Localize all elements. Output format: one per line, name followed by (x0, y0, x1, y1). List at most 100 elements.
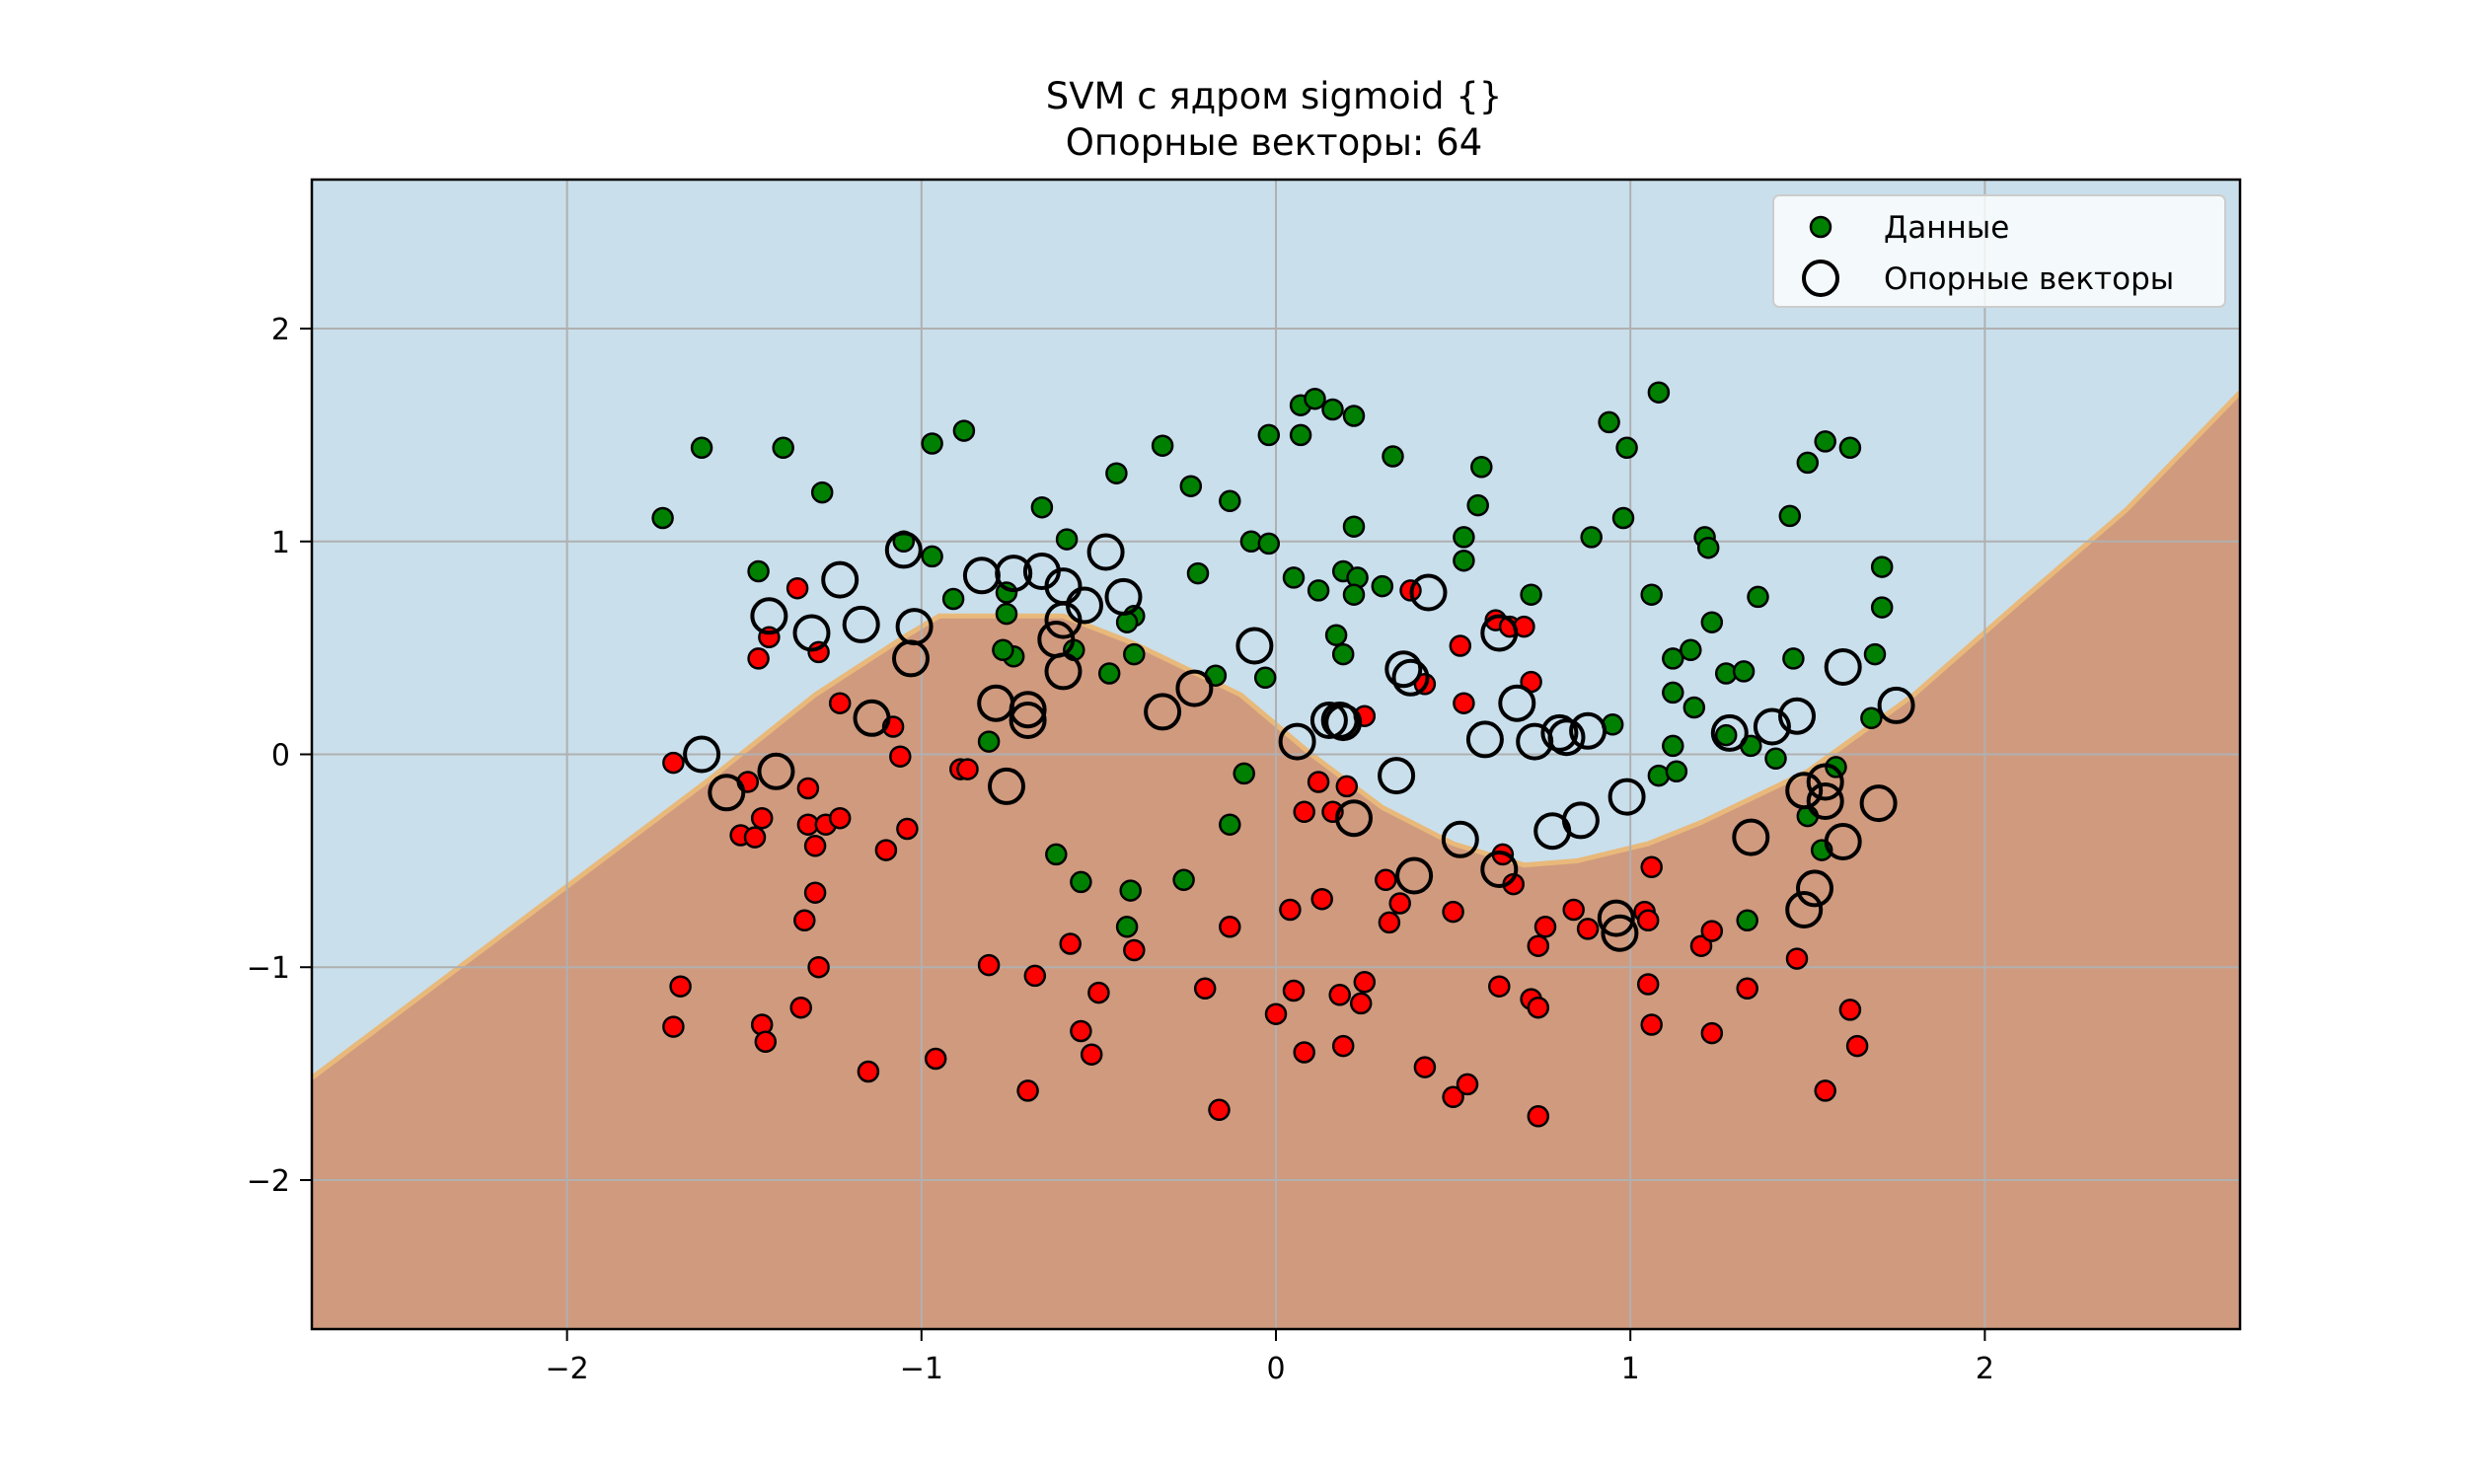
support-vector-marker (1335, 799, 1373, 838)
data-point-class-1 (1070, 870, 1092, 894)
data-point-class-neg1 (1689, 934, 1713, 957)
data-point-class-neg1 (789, 996, 812, 1019)
data-point-class-neg1 (1388, 892, 1411, 915)
x-tick-label: −1 (900, 1352, 943, 1386)
data-point-class-1 (1736, 909, 1758, 932)
support-vector-marker (1785, 891, 1824, 928)
data-point-class-1 (1371, 574, 1394, 598)
data-point-class-neg1 (1413, 1056, 1437, 1078)
support-vector-marker (995, 555, 1033, 593)
data-point-class-neg1 (1562, 898, 1585, 922)
support-vector-marker (1732, 818, 1770, 856)
data-point-class-1 (1814, 430, 1836, 453)
data-point-class-neg1 (828, 806, 852, 830)
data-point-class-1 (1055, 528, 1079, 551)
data-point-class-neg1 (1349, 992, 1373, 1015)
data-point-class-1 (1219, 813, 1241, 836)
support-vector-marker (1175, 669, 1214, 707)
data-point-class-1 (1342, 515, 1366, 538)
data-point-class-neg1 (1193, 977, 1217, 1001)
data-point-class-1 (1611, 506, 1635, 530)
chart-title: SVM с ядром sigmoid {} (1046, 75, 1503, 117)
data-point-class-1 (952, 419, 976, 442)
data-point-class-1 (810, 481, 834, 504)
support-vector-marker (1144, 693, 1182, 731)
support-vector-marker (1465, 720, 1504, 759)
support-vector-marker (1607, 778, 1646, 816)
data-point-class-1 (1732, 660, 1756, 683)
legend-marker-data (1809, 215, 1832, 239)
data-point-class-1 (921, 432, 943, 455)
data-point-class-1 (1282, 566, 1306, 589)
data-point-class-neg1 (1700, 920, 1724, 942)
support-vector-marker (1480, 614, 1519, 652)
data-point-class-neg1 (743, 826, 767, 849)
data-point-class-1 (1045, 843, 1068, 866)
support-vector-marker (1044, 652, 1083, 691)
data-point-class-1 (1665, 760, 1688, 783)
support-vector-marker (1441, 820, 1479, 858)
support-vector-marker (1066, 586, 1103, 625)
support-vector-marker (757, 752, 795, 790)
data-point-class-1 (1105, 462, 1128, 484)
data-point-class-neg1 (924, 1047, 947, 1071)
x-tick-label: −2 (546, 1352, 589, 1386)
support-vector-marker (1391, 658, 1430, 697)
data-point-class-neg1 (803, 881, 827, 904)
x-tick-label: 1 (1621, 1352, 1640, 1386)
data-point-class-1 (1030, 495, 1054, 519)
data-point-class-1 (1289, 423, 1312, 447)
data-point-class-1 (1257, 532, 1281, 556)
data-point-class-1 (1615, 436, 1638, 460)
data-point-class-1 (1453, 549, 1475, 572)
data-point-class-neg1 (1700, 1021, 1724, 1045)
support-vector-marker (884, 531, 923, 569)
data-point-class-1 (977, 730, 1001, 753)
data-point-class-1 (1307, 579, 1330, 602)
data-point-class-1 (1680, 638, 1702, 662)
support-vector-marker (1409, 573, 1448, 612)
data-point-class-neg1 (1264, 1002, 1288, 1025)
y-tick-label: −2 (247, 1164, 290, 1199)
y-tick-label: −1 (247, 951, 290, 986)
data-point-class-1 (1647, 764, 1671, 787)
support-vector-marker (1785, 772, 1824, 810)
support-vector-marker (1824, 823, 1862, 860)
data-point-class-1 (1580, 526, 1603, 549)
y-tick-label: 0 (271, 739, 290, 774)
y-tick-label: 1 (271, 526, 290, 560)
data-point-class-1 (1778, 504, 1802, 528)
support-vector-marker (1480, 851, 1519, 888)
support-vector-marker (1009, 691, 1047, 729)
data-point-class-1 (772, 436, 794, 460)
support-vector-marker (1796, 869, 1833, 908)
data-point-class-1 (1860, 706, 1883, 730)
data-point-class-neg1 (747, 647, 770, 670)
data-point-class-neg1 (1456, 1073, 1479, 1096)
support-vector-marker (842, 605, 880, 643)
support-vector-marker (1384, 650, 1423, 689)
support-vector-marker (821, 560, 860, 599)
data-point-class-neg1 (1307, 771, 1330, 793)
data-point-class-neg1 (896, 817, 919, 841)
support-vector-marker (1877, 686, 1915, 724)
support-vector-marker (1498, 684, 1536, 722)
data-point-class-1 (1870, 556, 1894, 578)
legend-label-data: Данные (1884, 210, 2009, 246)
data-point-class-1 (1700, 611, 1724, 633)
support-vector-marker (1601, 914, 1639, 952)
data-point-class-1 (1782, 647, 1805, 670)
data-point-class-1 (1151, 434, 1174, 457)
data-point-class-1 (1682, 696, 1706, 719)
data-point-class-1 (1219, 489, 1241, 513)
data-point-class-neg1 (1293, 800, 1315, 824)
support-vector-marker (708, 774, 746, 812)
data-point-class-neg1 (1016, 1079, 1039, 1102)
support-vector-marker (1104, 577, 1143, 616)
data-point-class-1 (1119, 879, 1142, 902)
data-point-class-1 (690, 436, 713, 460)
data-point-class-1 (1662, 734, 1684, 758)
data-point-class-neg1 (1378, 911, 1401, 934)
data-point-class-1 (1233, 762, 1255, 785)
data-point-class-neg1 (874, 839, 898, 861)
